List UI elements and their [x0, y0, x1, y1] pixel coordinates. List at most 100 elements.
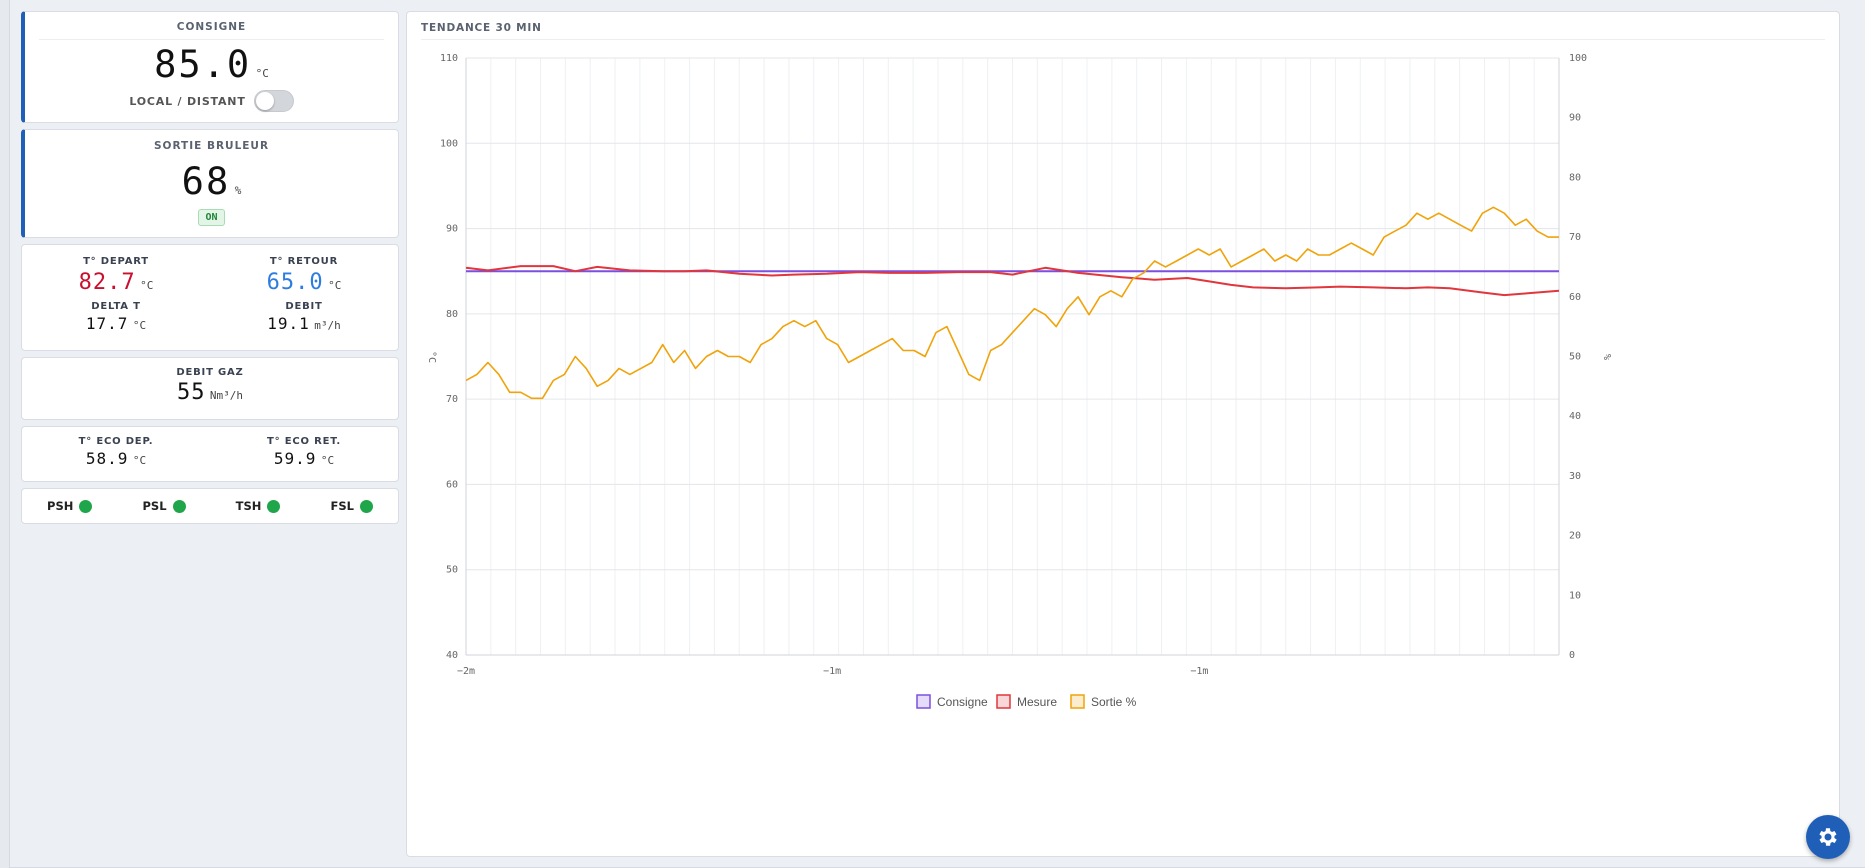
chart-ytick-left: 100 — [440, 138, 458, 149]
chart-ytick-right: 40 — [1569, 411, 1581, 422]
chart-ylabel-right: % — [1601, 354, 1612, 360]
safety-interlocks-card: PSH PSL TSH FSL — [21, 488, 399, 524]
delta-t-label: DELTA T — [91, 301, 141, 312]
supply-temp-cell: T° DEPART 82.7 °C — [22, 256, 210, 295]
alarm-psh-label: PSH — [47, 499, 74, 513]
trend-chart-card: 40 50 60 70 80 90 100 110 0 10 20 30 40 50 60 70 80 90 100… — [406, 11, 1840, 857]
alarm-tsh-label: TSH — [235, 499, 262, 513]
chart-ylabel-left: °C — [426, 351, 437, 363]
chart-ytick-left: 110 — [440, 53, 458, 64]
trend-chart: 40 50 60 70 80 90 100 110 0 10 20 30 40 50 60 70 80 90 100… — [426, 53, 1612, 709]
chart-ytick-right: 90 — [1569, 113, 1581, 124]
temperatures-grid-top: T° DEPART 82.7 °C T° RETOUR 65.0 °C — [22, 256, 398, 295]
chart-series-line-mesure — [465, 265, 1560, 297]
eco-supply-label: T° ECO DEP. — [78, 436, 154, 447]
chart-ytick-right: 60 — [1569, 292, 1581, 303]
local-remote-toggle[interactable] — [253, 90, 294, 112]
legend-label: Consigne — [937, 695, 988, 709]
burner-output-value: 68 — [181, 160, 231, 203]
setpoint-divider — [39, 39, 384, 40]
eco-return-cell: T° ECO RET. 59.9 °C — [210, 436, 398, 469]
burner-output-title: SORTIE BRULEUR — [153, 140, 270, 152]
economizer-card: T° ECO DEP. 58.9 °C T° ECO RET. 59.9 °C — [21, 426, 399, 482]
alarm-psl: PSL — [142, 499, 186, 513]
legend-swatch — [916, 694, 931, 709]
toggle-knob — [255, 92, 274, 110]
gas-flow-cell: DEBIT GAZ 55 Nm³/h — [22, 367, 398, 405]
chart-ytick-right: 80 — [1569, 172, 1581, 183]
gas-flow-unit: Nm³/h — [209, 389, 244, 402]
chart-ytick-left: 60 — [446, 479, 458, 490]
burner-output-value-row: 68 % — [25, 160, 398, 203]
setpoint-title: CONSIGNE — [176, 21, 247, 33]
legend-swatch — [1070, 694, 1085, 709]
legend-swatch — [996, 694, 1011, 709]
return-temp-cell: T° RETOUR 65.0 °C — [210, 256, 398, 295]
temperatures-grid-bottom: DELTA T 17.7 °C DEBIT 19.1 m³/h — [22, 301, 398, 334]
chart-ytick-right: 10 — [1569, 590, 1581, 601]
alarm-fsl: FSL — [330, 499, 373, 513]
gear-icon — [1819, 828, 1837, 846]
chart-xtick: −2m — [457, 666, 475, 677]
return-temp-value: 65.0 — [266, 270, 324, 295]
chart-ytick-right: 100 — [1569, 53, 1587, 64]
chart-ytick-left: 70 — [446, 394, 458, 405]
alarm-tsh: TSH — [236, 499, 281, 513]
setpoint-card: CONSIGNE 85.0 °C LOCAL / DISTANT — [21, 11, 399, 123]
flow-cell: DEBIT 19.1 m³/h — [210, 301, 398, 334]
trend-chart-divider — [421, 39, 1825, 40]
economizer-grid: T° ECO DEP. 58.9 °C T° ECO RET. 59.9 °C — [22, 436, 398, 469]
eco-return-label: T° ECO RET. — [267, 436, 341, 447]
temperatures-card: T° DEPART 82.7 °C T° RETOUR 65.0 °C DELT… — [21, 244, 399, 351]
chart-ytick-right: 70 — [1569, 232, 1581, 243]
flow-label: DEBIT — [285, 301, 323, 312]
alarm-fsl-status-icon — [359, 499, 373, 513]
chart-ytick-left: 90 — [446, 224, 458, 235]
delta-t-unit: °C — [132, 319, 147, 332]
setpoint-value[interactable]: 85.0 — [154, 43, 252, 86]
legend-label: Mesure — [1017, 695, 1057, 709]
burner-status-badge: ON — [198, 209, 225, 226]
eco-supply-cell: T° ECO DEP. 58.9 °C — [22, 436, 210, 469]
return-temp-label: T° RETOUR — [269, 256, 339, 267]
alarm-psl-status-icon — [172, 499, 186, 513]
chart-ytick-right: 30 — [1569, 471, 1581, 482]
alarm-tsh-status-icon — [267, 499, 281, 513]
delta-t-value: 17.7 — [85, 314, 129, 333]
setpoint-unit: °C — [255, 67, 269, 80]
supply-temp-unit: °C — [140, 279, 154, 292]
setpoint-value-row: 85.0 °C — [25, 43, 398, 86]
settings-button[interactable] — [1806, 815, 1850, 859]
chart-ytick-left: 40 — [446, 650, 458, 661]
alarm-fsl-label: FSL — [330, 499, 354, 513]
chart-xtick: −1m — [823, 666, 841, 677]
eco-supply-unit: °C — [132, 454, 147, 467]
legend-label: Sortie % — [1091, 695, 1137, 709]
eco-return-unit: °C — [320, 454, 335, 467]
chart-ytick-right: 20 — [1569, 531, 1581, 542]
supply-temp-value: 82.7 — [78, 270, 136, 295]
alarm-psl-label: PSL — [142, 499, 167, 513]
supply-temp-label: T° DEPART — [83, 256, 149, 267]
alarm-psh-status-icon — [79, 499, 93, 513]
gas-flow-label: DEBIT GAZ — [176, 367, 244, 378]
eco-supply-value: 58.9 — [85, 449, 129, 468]
burner-status-row: ON — [25, 207, 398, 226]
chart-ytick-right: 50 — [1569, 352, 1581, 363]
gas-flow-card: DEBIT GAZ 55 Nm³/h — [21, 357, 399, 420]
flow-value: 19.1 — [267, 314, 310, 333]
chart-ytick-left: 80 — [446, 309, 458, 320]
chart-ytick-right: 0 — [1569, 650, 1575, 661]
eco-return-value: 59.9 — [273, 449, 317, 468]
trend-chart-title: TENDANCE 30 MIN — [421, 22, 542, 34]
chart-xtick: −1m — [1190, 666, 1208, 677]
local-remote-label: LOCAL / DISTANT — [129, 94, 246, 108]
return-temp-unit: °C — [328, 279, 342, 292]
delta-t-cell: DELTA T 17.7 °C — [22, 301, 210, 334]
flow-unit: m³/h — [314, 319, 341, 332]
local-remote-row: LOCAL / DISTANT — [25, 90, 398, 112]
burner-output-card: SORTIE BRULEUR 68 % ON — [21, 129, 399, 238]
chart-ytick-left: 50 — [446, 565, 458, 576]
gas-flow-value: 55 — [176, 380, 206, 405]
alarm-psh: PSH — [47, 499, 93, 513]
